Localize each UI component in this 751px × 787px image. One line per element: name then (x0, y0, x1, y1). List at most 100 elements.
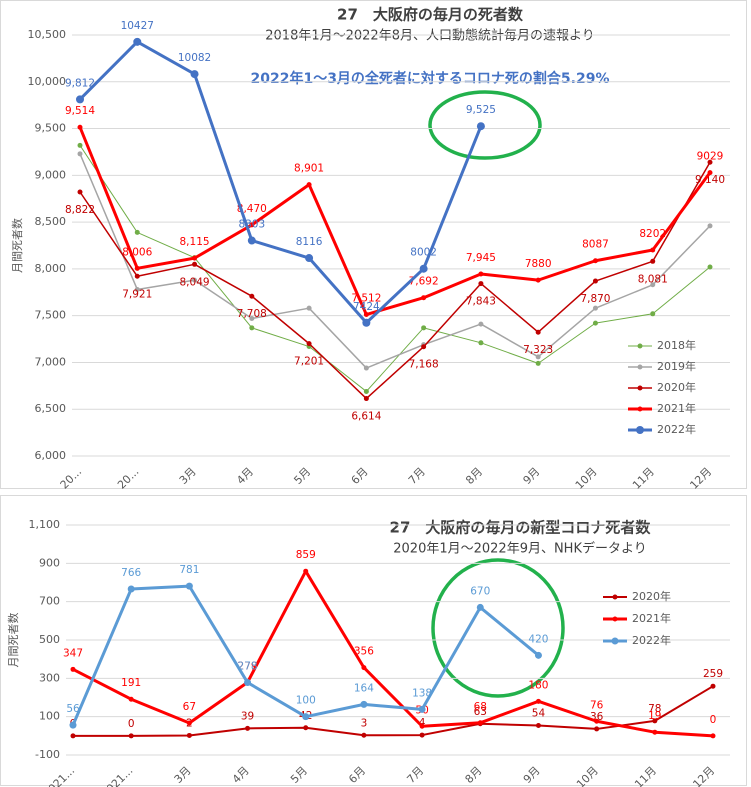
series-line (79, 145, 711, 392)
data-point (363, 396, 369, 402)
data-label: 0 (710, 714, 717, 726)
data-label: 0 (128, 718, 135, 730)
x-tick-label: 4月 (234, 465, 256, 487)
x-tick-label: 20... (58, 465, 85, 492)
data-label: 7,323 (523, 344, 553, 356)
data-point (77, 124, 83, 130)
chart-subtitle: 2020年1月～2022年9月、NHKデータより (393, 541, 646, 557)
data-label: 9029 (697, 151, 724, 163)
x-tick-label: 11月 (632, 764, 659, 787)
data-point (77, 189, 83, 195)
data-label: 138 (412, 687, 432, 699)
data-point (303, 568, 309, 574)
data-point (478, 281, 484, 287)
data-point (419, 264, 428, 273)
data-point (650, 258, 656, 264)
data-point (363, 312, 369, 318)
data-label: 78 (648, 703, 661, 715)
data-label: 420 (528, 633, 548, 645)
data-point (707, 223, 713, 229)
data-point (421, 344, 427, 350)
data-point (305, 254, 314, 263)
data-label: 8,822 (65, 204, 95, 216)
highlight-ellipse (431, 558, 565, 698)
x-tick-label: 5月 (288, 764, 310, 786)
data-label: 8,006 (122, 246, 152, 258)
series-line (78, 126, 712, 317)
data-point (134, 265, 140, 271)
chart-title: 27 大阪府の毎月の死者数 (337, 6, 524, 24)
data-point (133, 37, 142, 46)
data-label: 259 (703, 668, 723, 680)
data-label: 67 (183, 701, 196, 713)
y-tick-label: 9,000 (35, 168, 67, 181)
data-point (421, 325, 427, 331)
data-point (302, 713, 310, 721)
data-label: 6,614 (351, 411, 381, 423)
legend-marker (611, 637, 619, 645)
data-label: 8,081 (638, 273, 668, 285)
y-tick-label: 10,000 (28, 75, 67, 88)
y-tick-label: 700 (39, 595, 60, 608)
data-point (592, 320, 598, 326)
data-point (362, 318, 371, 327)
data-point (69, 721, 77, 729)
legend-marker (637, 406, 643, 412)
data-point (70, 666, 76, 672)
legend-marker (612, 616, 618, 622)
data-point (477, 720, 483, 726)
data-point (249, 222, 255, 228)
data-point (361, 665, 367, 671)
data-label: 7,512 (351, 293, 381, 305)
data-label: 766 (121, 567, 141, 579)
legend-marker (637, 364, 643, 370)
data-point (245, 725, 251, 731)
data-label: 8,470 (237, 203, 267, 215)
data-label: 164 (354, 682, 374, 694)
legend-marker (612, 594, 618, 600)
x-tick-label: 3月 (172, 764, 194, 786)
data-label: 670 (470, 585, 490, 597)
data-label: 8002 (410, 247, 437, 259)
data-point (77, 151, 83, 157)
data-point (476, 603, 484, 611)
data-point (190, 70, 199, 79)
y-tick-label: 100 (39, 710, 60, 723)
data-point (594, 726, 600, 732)
data-point (128, 696, 134, 702)
data-label: 347 (63, 647, 83, 659)
legend-label: 2019年 (657, 359, 696, 373)
x-tick-label: 12月 (690, 764, 717, 787)
legend-marker (637, 385, 643, 391)
y-tick-label: 7,500 (35, 309, 67, 322)
data-label: 39 (241, 710, 254, 722)
data-point (134, 286, 140, 292)
legend-label: 2021年 (632, 611, 671, 625)
x-tick-label: 2021... (99, 764, 135, 787)
data-label: 100 (296, 695, 316, 707)
data-point (594, 718, 600, 724)
data-label: 8,115 (180, 236, 210, 248)
data-label: 8,901 (294, 163, 324, 175)
data-point (710, 683, 716, 689)
data-label: 278 (238, 661, 258, 673)
data-label: 7424 (353, 301, 380, 313)
legend-label: 2018年 (657, 338, 696, 352)
legend-marker (636, 426, 644, 434)
data-point (535, 354, 541, 360)
legend-label: 2021年 (657, 401, 696, 415)
data-point (306, 182, 312, 188)
y-tick-label: -100 (35, 748, 60, 761)
legend-label: 2020年 (632, 589, 671, 603)
data-point (363, 388, 369, 394)
data-point (535, 329, 541, 335)
data-point (361, 732, 367, 738)
data-point (306, 341, 312, 347)
chart-frame (0, 0, 747, 489)
data-point (535, 360, 541, 366)
data-point (476, 122, 485, 131)
data-point (421, 295, 427, 301)
data-point (478, 321, 484, 327)
data-label: 781 (179, 564, 199, 576)
